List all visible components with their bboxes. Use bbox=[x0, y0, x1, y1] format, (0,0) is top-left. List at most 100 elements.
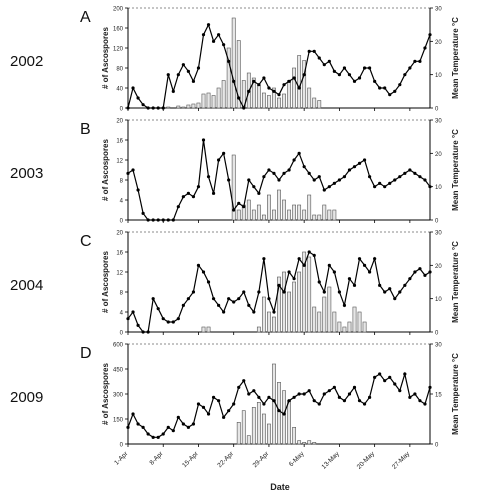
temperature-point bbox=[332, 69, 336, 73]
ascospore-bar bbox=[277, 189, 281, 221]
ascospore-bar bbox=[272, 316, 276, 333]
temperature-point bbox=[217, 399, 221, 403]
ascospore-bar bbox=[332, 209, 337, 221]
ascospore-bar bbox=[251, 407, 256, 445]
right-tick-label: 0 bbox=[435, 443, 439, 449]
temperature-point bbox=[428, 270, 432, 274]
left-tick-label: 0 bbox=[120, 219, 124, 225]
x-tick-label: 29-Apr bbox=[252, 450, 271, 469]
temperature-point bbox=[403, 283, 407, 287]
ascospore-bar bbox=[312, 306, 317, 333]
temperature-point bbox=[383, 379, 387, 383]
x-tick-label: 13-May bbox=[321, 450, 342, 471]
temperature-point bbox=[156, 218, 160, 222]
left-tick-label: 200 bbox=[113, 7, 124, 13]
ascospore-bar bbox=[282, 199, 286, 221]
ascospore-bar bbox=[322, 204, 327, 221]
temperature-point bbox=[161, 317, 165, 321]
temperature-point bbox=[352, 165, 357, 169]
panel-letter: C bbox=[80, 233, 92, 250]
temperature-point bbox=[368, 270, 372, 274]
temperature-point bbox=[317, 280, 321, 284]
temperature-point bbox=[307, 389, 311, 393]
ascospore-bar bbox=[347, 321, 352, 333]
temperature-point bbox=[292, 76, 296, 80]
temperature-point bbox=[171, 218, 175, 222]
temperature-point bbox=[297, 257, 301, 261]
ascospore-bar bbox=[246, 199, 251, 221]
x-tick-label: 6-May bbox=[288, 450, 306, 468]
temperature-point bbox=[156, 106, 160, 110]
temperature-point bbox=[211, 39, 216, 43]
temperature-point bbox=[352, 283, 357, 287]
ascospore-bar bbox=[312, 97, 317, 109]
temperature-point bbox=[262, 76, 266, 80]
temperature-point bbox=[262, 257, 266, 261]
temperature-point bbox=[151, 435, 155, 439]
temperature-point bbox=[166, 320, 170, 324]
ascospore-bar bbox=[307, 440, 312, 445]
right-tick-label: 0 bbox=[435, 331, 439, 337]
temperature-point bbox=[393, 297, 397, 301]
temperature-point bbox=[398, 290, 402, 294]
right-tick-label: 30 bbox=[435, 7, 442, 13]
ascospore-bar bbox=[317, 311, 322, 333]
temperature-point bbox=[201, 138, 206, 142]
ascospore-bar bbox=[292, 67, 297, 109]
temperature-point bbox=[171, 320, 175, 324]
right-tick-label: 0 bbox=[435, 107, 439, 113]
right-tick-label: 0 bbox=[435, 219, 439, 225]
ascospore-bar bbox=[357, 311, 362, 333]
temperature-point bbox=[186, 69, 190, 73]
temperature-point bbox=[357, 399, 362, 403]
left-axis-title: # of Ascospores bbox=[101, 250, 110, 312]
x-tick-label: 1-Apr bbox=[113, 450, 130, 467]
temperature-point bbox=[317, 175, 321, 179]
temperature-point bbox=[408, 277, 412, 281]
temperature-point bbox=[237, 385, 241, 389]
temperature-point bbox=[327, 59, 331, 63]
temperature-point bbox=[327, 185, 331, 189]
ascospore-bar bbox=[297, 55, 302, 109]
temperature-point bbox=[196, 185, 201, 189]
temperature-point bbox=[272, 171, 276, 175]
temperature-point bbox=[166, 73, 170, 77]
temperature-point bbox=[322, 63, 326, 67]
temperature-point bbox=[211, 191, 216, 195]
ascospore-bar bbox=[337, 321, 342, 333]
temperature-point bbox=[347, 168, 352, 172]
temperature-point bbox=[232, 79, 236, 83]
year-label: 2002 bbox=[10, 53, 43, 70]
ascospore-bar bbox=[317, 100, 322, 109]
temperature-point bbox=[232, 402, 236, 406]
right-axis-title: Mean Temperature °C bbox=[451, 17, 460, 99]
temperature-point bbox=[186, 191, 190, 195]
temperature-point bbox=[201, 33, 206, 37]
right-axis-title: Mean Temperature °C bbox=[451, 353, 460, 435]
panel-A: 0 40 80 120 160 200 0 10 20 30 # of Ascospores Mean… bbox=[10, 7, 460, 113]
temperature-point bbox=[211, 395, 216, 399]
right-tick-label: 10 bbox=[435, 185, 442, 191]
left-tick-label: 450 bbox=[113, 368, 124, 374]
right-tick-label: 30 bbox=[435, 231, 442, 237]
temperature-point bbox=[201, 405, 206, 409]
temperature-point bbox=[388, 287, 392, 291]
temperature-point bbox=[302, 392, 306, 396]
temperature-point bbox=[368, 66, 372, 70]
x-axis-title: Date bbox=[270, 482, 290, 492]
ascospore-bar bbox=[251, 77, 256, 109]
ascospore-bar bbox=[292, 427, 297, 445]
temperature-point bbox=[342, 66, 347, 70]
temperature-point bbox=[362, 402, 367, 406]
temperature-point bbox=[403, 73, 407, 77]
temperature-point bbox=[267, 297, 271, 301]
temperature-point bbox=[357, 257, 362, 261]
left-tick-label: 4 bbox=[120, 199, 124, 205]
temperature-point bbox=[357, 76, 362, 80]
ascospore-bar bbox=[181, 106, 186, 109]
ascospore-bar bbox=[282, 390, 286, 445]
right-tick-label: 15 bbox=[435, 393, 442, 399]
temperature-point bbox=[227, 59, 231, 63]
temperature-point bbox=[378, 283, 382, 287]
